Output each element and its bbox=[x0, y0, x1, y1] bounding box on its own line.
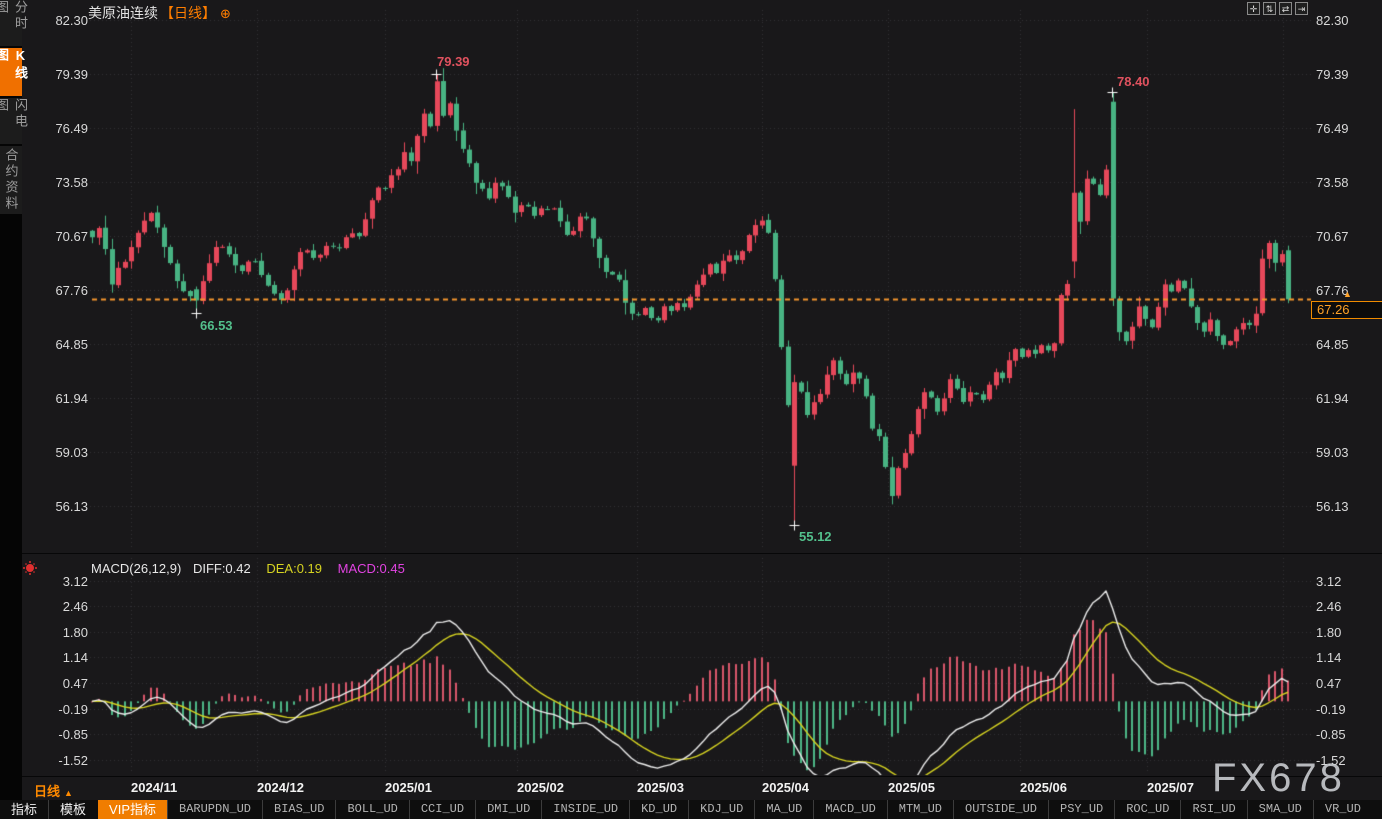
toolbar-tab-bias-ud[interactable]: BIAS_UD bbox=[262, 800, 335, 819]
toolbar-tab-macd-ud[interactable]: MACD_UD bbox=[813, 800, 886, 819]
macd-tick-left: 2.46 bbox=[62, 599, 88, 614]
macd-tick-right: -0.19 bbox=[1316, 702, 1346, 717]
price-tick-left: 61.94 bbox=[55, 391, 88, 406]
price-tick-right: 79.39 bbox=[1316, 67, 1349, 82]
macd-tick-right: 3.12 bbox=[1316, 574, 1342, 589]
symbol-name: 美原油连续 bbox=[88, 5, 158, 21]
price-tick-right: 70.67 bbox=[1316, 229, 1349, 244]
macd-tick-right: 0.47 bbox=[1316, 676, 1342, 691]
period-tag: 【日线】 bbox=[160, 5, 216, 21]
sidebar-item-contract-info[interactable]: 合约资料 bbox=[0, 146, 22, 214]
macd-tick-right: -0.85 bbox=[1316, 727, 1346, 742]
price-tick-left: 82.30 bbox=[55, 13, 88, 28]
price-annotation-55.12: 55.12 bbox=[799, 529, 832, 544]
price-tick-left: 70.67 bbox=[55, 229, 88, 244]
macd-tick-right: 2.46 bbox=[1316, 599, 1342, 614]
period-selector[interactable]: 日线 ▲ bbox=[34, 781, 73, 800]
chart-title: 美原油连续 【日线】 ⊕ bbox=[88, 3, 231, 23]
toolbar-tab-rsi-ud[interactable]: RSI_UD bbox=[1180, 800, 1246, 819]
x-axis-month-label: 2025/05 bbox=[888, 780, 935, 795]
macd-tick-right: 1.14 bbox=[1316, 650, 1342, 665]
sidebar-item-flash-chart[interactable]: 闪电图 bbox=[0, 98, 28, 144]
indicator-toolbar: 指标 模板 VIP指标 BARUPDN_UD BIAS_UD BOLL_UD CCI_UD D… bbox=[0, 800, 1382, 819]
price-annotation-79.39: 79.39 bbox=[437, 54, 470, 69]
price-tick-right: 73.58 bbox=[1316, 175, 1349, 190]
macd-tick-right: 1.80 bbox=[1316, 625, 1342, 640]
x-axis-month-label: 2025/02 bbox=[517, 780, 564, 795]
x-axis-month-label: 2025/01 bbox=[385, 780, 432, 795]
x-axis-month-label: 2024/11 bbox=[131, 780, 178, 795]
current-price-badge: 67.26 bbox=[1311, 301, 1382, 319]
toolbar-tab-vr-ud[interactable]: VR_UD bbox=[1312, 800, 1372, 819]
macd-tick-left: 3.12 bbox=[62, 574, 88, 589]
period-selector-label: 日线 bbox=[34, 784, 61, 799]
toolbar-tab-roc-ud[interactable]: ROC_UD bbox=[1114, 800, 1180, 819]
price-tick-right: 76.49 bbox=[1316, 121, 1349, 136]
price-tick-left: 59.03 bbox=[55, 445, 88, 460]
fit-vertical-axis-icon[interactable]: ⇅ bbox=[1263, 2, 1276, 15]
price-tick-left: 79.39 bbox=[55, 67, 88, 82]
macd-tick-left: 1.80 bbox=[62, 625, 88, 640]
price-tick-right: 56.13 bbox=[1316, 499, 1349, 514]
go-to-latest-icon[interactable]: ⇥ bbox=[1295, 2, 1308, 15]
toolbar-tab-boll-ud[interactable]: BOLL_UD bbox=[335, 800, 408, 819]
toolbar-tab-ma-ud[interactable]: MA_UD bbox=[754, 800, 813, 819]
toolbar-tab-mtm-ud[interactable]: MTM_UD bbox=[886, 800, 953, 819]
macd-tick-left: -0.19 bbox=[58, 702, 88, 717]
macd-macd-value: MACD:0.45 bbox=[337, 561, 405, 576]
fit-horizontal-axis-icon[interactable]: ⇄ bbox=[1279, 2, 1292, 15]
macd-tick-left: -0.85 bbox=[58, 727, 88, 742]
price-tick-left: 64.85 bbox=[55, 337, 88, 352]
macd-tick-left: -1.52 bbox=[58, 753, 88, 768]
toolbar-tab-cci-ud[interactable]: CCI_UD bbox=[408, 800, 475, 819]
macd-tick-left: 1.14 bbox=[62, 650, 88, 665]
price-tick-left: 73.58 bbox=[55, 175, 88, 190]
price-tick-left: 67.76 bbox=[55, 283, 88, 298]
toolbar-tab-kdj-ud[interactable]: KDJ_UD bbox=[688, 800, 754, 819]
price-tick-left: 56.13 bbox=[55, 499, 88, 514]
macd-indicator-header: MACD(26,12,9) DIFF:0.42 DEA:0.19 MACD:0.… bbox=[91, 561, 405, 576]
price-annotation-78.40: 78.40 bbox=[1117, 74, 1150, 89]
alert-icon[interactable] bbox=[23, 561, 37, 575]
macd-params-label: MACD(26,12,9) bbox=[91, 561, 182, 576]
chart-toolbar-icons: ✛ ⇅ ⇄ ⇥ bbox=[1247, 2, 1308, 15]
toolbar-tab-模板[interactable]: 模板 bbox=[48, 800, 97, 819]
toolbar-tab-vip指标[interactable]: VIP指标 bbox=[98, 800, 167, 819]
price-tick-right: 67.76 bbox=[1316, 283, 1349, 298]
toolbar-tab-outside-ud[interactable]: OUTSIDE_UD bbox=[953, 800, 1048, 819]
period-selector-arrow-icon: ▲ bbox=[64, 788, 73, 798]
macd-dea-value: DEA:0.19 bbox=[266, 561, 323, 576]
price-annotation-66.53: 66.53 bbox=[200, 318, 233, 333]
toolbar-tab-指标[interactable]: 指标 bbox=[11, 802, 38, 817]
toolbar-tab-inside-ud[interactable]: INSIDE_UD bbox=[541, 800, 629, 819]
price-tick-right: 82.30 bbox=[1316, 13, 1349, 28]
x-axis-month-label: 2025/04 bbox=[762, 780, 809, 795]
x-axis-month-label: 2025/06 bbox=[1020, 780, 1067, 795]
chart-type-sidebar: 分时图 K线图 闪电图 合约资料 bbox=[0, 0, 28, 800]
macd-tick-left: 0.47 bbox=[62, 676, 88, 691]
toolbar-tab-dmi-ud[interactable]: DMI_UD bbox=[475, 800, 541, 819]
macd-diff-value: DIFF:0.42 bbox=[192, 561, 251, 576]
x-axis-month-label: 2024/12 bbox=[257, 780, 304, 795]
toolbar-tab-barupdn-ud[interactable]: BARUPDN_UD bbox=[167, 800, 262, 819]
toolbar-tab-kd-ud[interactable]: KD_UD bbox=[629, 800, 688, 819]
x-axis-month-label: 2025/03 bbox=[637, 780, 684, 795]
toolbar-tab-psy-ud[interactable]: PSY_UD bbox=[1048, 800, 1114, 819]
fx678-watermark: FX678 bbox=[1212, 756, 1345, 800]
price-tick-right: 61.94 bbox=[1316, 391, 1349, 406]
crosshair-icon[interactable]: ✛ bbox=[1247, 2, 1260, 15]
toolbar-tab-sma-ud[interactable]: SMA_UD bbox=[1246, 800, 1313, 819]
macd-tick-right: -1.52 bbox=[1316, 753, 1346, 768]
price-tick-right: 64.85 bbox=[1316, 337, 1349, 352]
x-axis-month-label: 2025/07 bbox=[1147, 780, 1194, 795]
price-tick-left: 76.49 bbox=[55, 121, 88, 136]
price-up-arrow-icon: ▲ bbox=[1343, 289, 1352, 299]
price-tick-right: 59.03 bbox=[1316, 445, 1349, 460]
sidebar-item-time-chart[interactable]: 分时图 bbox=[0, 0, 28, 46]
sidebar-item-kline-chart[interactable]: K线图 bbox=[0, 48, 28, 96]
add-indicator-icon[interactable]: ⊕ bbox=[220, 6, 231, 21]
